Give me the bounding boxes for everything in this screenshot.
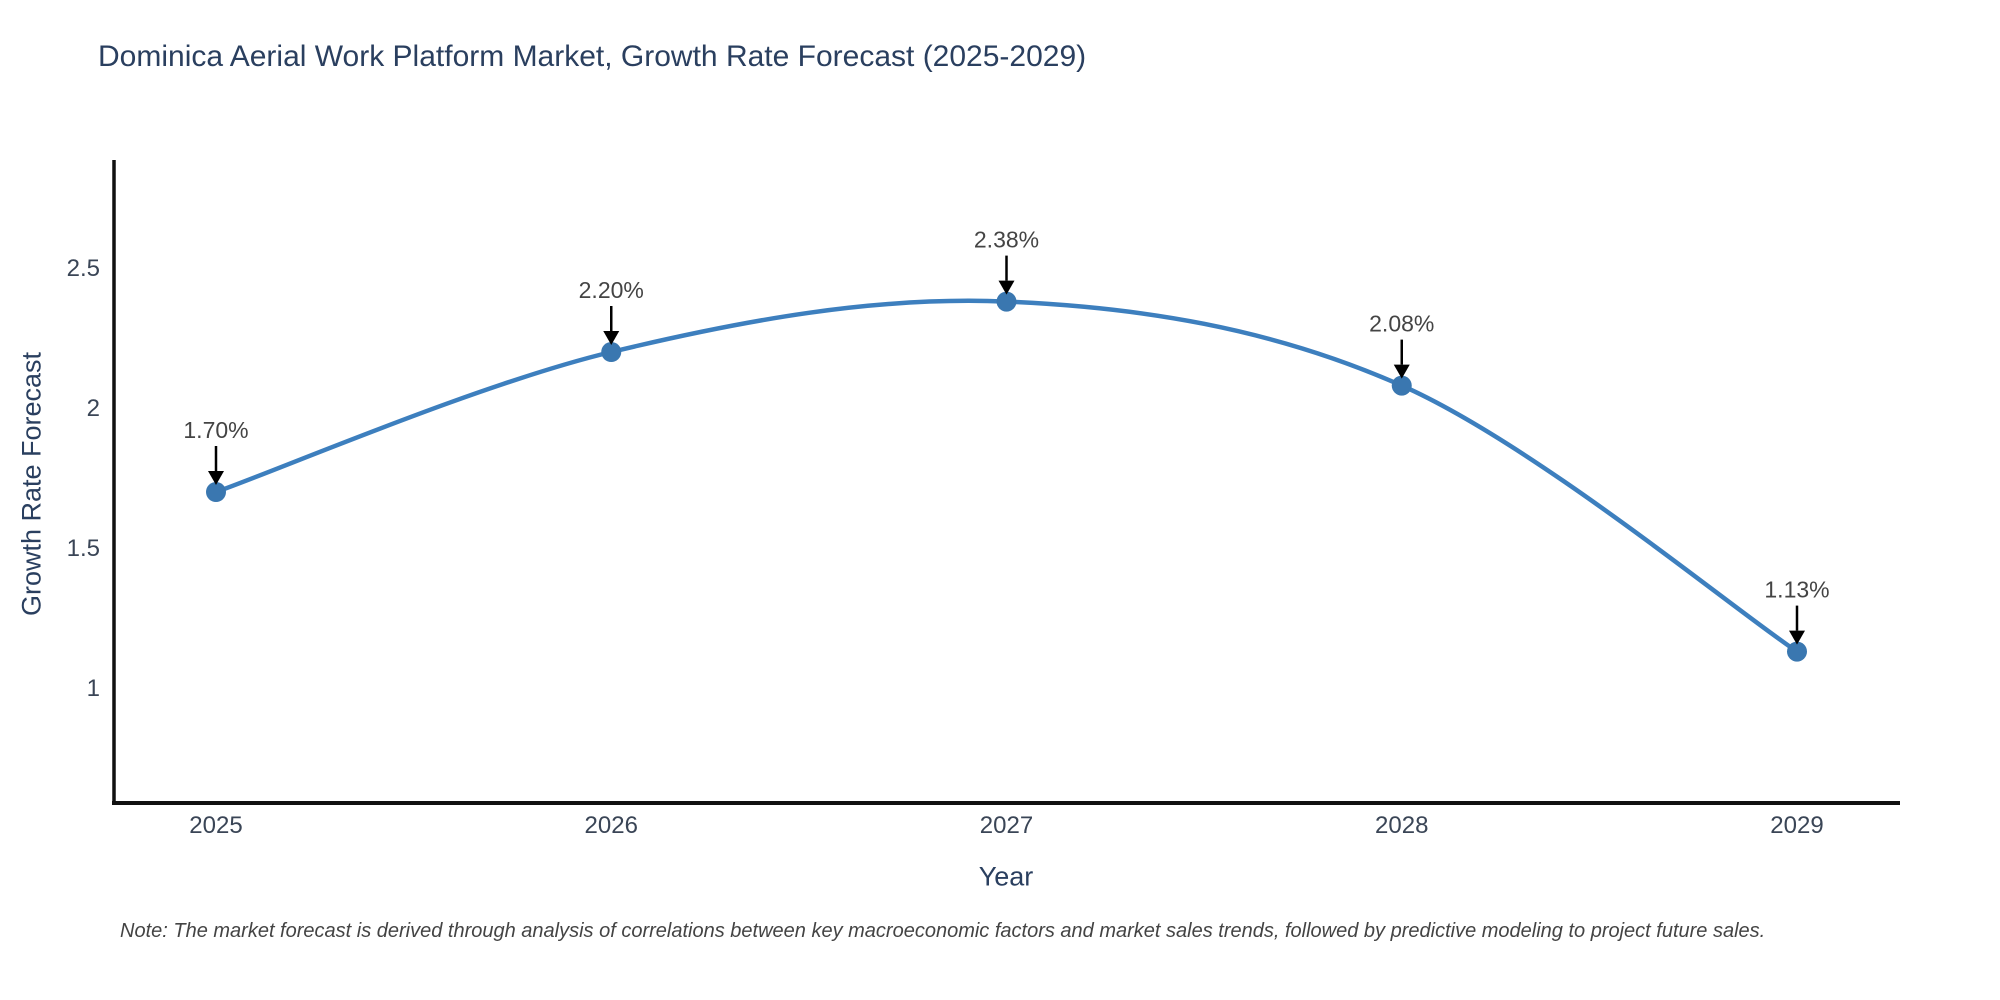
y-tick-label-1.5: 1.5: [67, 535, 100, 562]
y-tick-label-2: 2: [87, 395, 100, 422]
annotation-label-2026: 2.20%: [579, 277, 644, 303]
data-point-2028: [1391, 375, 1412, 396]
annotation-label-2028: 2.08%: [1369, 311, 1434, 337]
x-tick-label-2025: 2025: [189, 812, 242, 839]
footnote: Note: The market forecast is derived thr…: [120, 920, 1766, 942]
data-point-2026: [601, 342, 622, 362]
x-tick-label-2027: 2027: [980, 812, 1033, 839]
forecast-line: [213, 298, 1800, 654]
x-tick-label-2028: 2028: [1375, 812, 1428, 839]
data-point-2029: [1787, 641, 1807, 662]
y-tick-label-2.5: 2.5: [67, 255, 100, 282]
x-tick-label-2029: 2029: [1770, 812, 1823, 839]
x-axis-title: Year: [978, 861, 1034, 892]
y-tick-label-1: 1: [87, 675, 100, 702]
data-point-2027: [996, 291, 1017, 312]
annotation-label-2029: 1.13%: [1764, 577, 1829, 603]
x-tick-label-2026: 2026: [585, 812, 638, 839]
annotation-arrow-head-2025: [208, 471, 224, 485]
annotation-label-2027: 2.38%: [974, 227, 1039, 253]
annotation-arrow-head-2027: [998, 280, 1015, 295]
annotation-label-2025: 1.70%: [183, 417, 248, 443]
annotation-arrow-head-2029: [1789, 630, 1805, 645]
annotation-arrow-head-2028: [1393, 364, 1410, 379]
chart-title: Dominica Aerial Work Platform Market, Gr…: [98, 40, 1087, 73]
data-point-2025: [206, 482, 226, 502]
annotation-arrow-head-2026: [603, 331, 620, 345]
